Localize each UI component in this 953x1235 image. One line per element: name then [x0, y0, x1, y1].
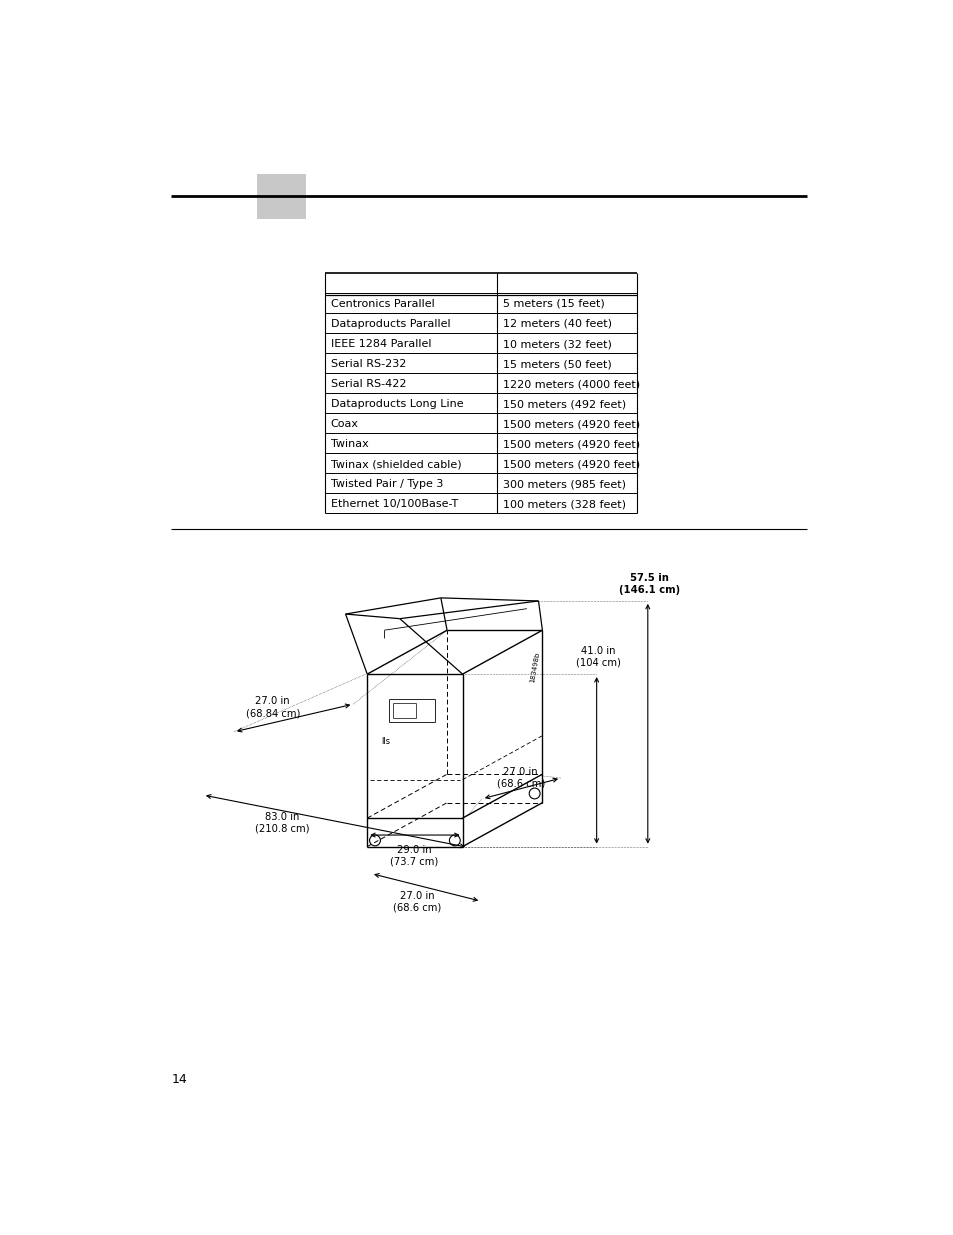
Text: Coax: Coax — [331, 419, 358, 429]
Text: 100 meters (328 feet): 100 meters (328 feet) — [502, 499, 625, 509]
Text: 27.0 in
(68.6 cm): 27.0 in (68.6 cm) — [497, 767, 544, 789]
Text: Twinax: Twinax — [331, 440, 368, 450]
Text: 150 meters (492 feet): 150 meters (492 feet) — [502, 399, 625, 409]
Text: 183498b: 183498b — [528, 651, 539, 683]
Text: Twisted Pair / Type 3: Twisted Pair / Type 3 — [331, 479, 443, 489]
Text: 1500 meters (4920 feet): 1500 meters (4920 feet) — [502, 419, 639, 429]
Text: 41.0 in
(104 cm): 41.0 in (104 cm) — [576, 646, 620, 668]
Text: 1500 meters (4920 feet): 1500 meters (4920 feet) — [502, 440, 639, 450]
Text: 27.0 in
(68.6 cm): 27.0 in (68.6 cm) — [393, 892, 441, 913]
Text: 10 meters (32 feet): 10 meters (32 feet) — [502, 340, 611, 350]
Text: 27.0 in
(68.84 cm): 27.0 in (68.84 cm) — [245, 697, 299, 718]
Text: Centronics Parallel: Centronics Parallel — [331, 299, 435, 309]
Text: 1500 meters (4920 feet): 1500 meters (4920 feet) — [502, 459, 639, 469]
Text: lls: lls — [381, 736, 390, 746]
Text: Dataproducts Parallel: Dataproducts Parallel — [331, 319, 450, 329]
Text: Serial RS-422: Serial RS-422 — [331, 379, 406, 389]
Text: IEEE 1284 Parallel: IEEE 1284 Parallel — [331, 340, 431, 350]
Text: 5 meters (15 feet): 5 meters (15 feet) — [502, 299, 604, 309]
Text: Serial RS-232: Serial RS-232 — [331, 359, 406, 369]
Text: 1220 meters (4000 feet): 1220 meters (4000 feet) — [502, 379, 639, 389]
Text: Twinax (shielded cable): Twinax (shielded cable) — [331, 459, 461, 469]
Bar — [257, 174, 306, 219]
Text: Dataproducts Long Line: Dataproducts Long Line — [331, 399, 463, 409]
Text: 300 meters (985 feet): 300 meters (985 feet) — [502, 479, 625, 489]
Text: 29.0 in
(73.7 cm): 29.0 in (73.7 cm) — [390, 845, 438, 867]
Text: 14: 14 — [171, 1073, 187, 1087]
Text: Ethernet 10/100Base-T: Ethernet 10/100Base-T — [331, 499, 457, 509]
Text: 15 meters (50 feet): 15 meters (50 feet) — [502, 359, 611, 369]
Text: 83.0 in
(210.8 cm): 83.0 in (210.8 cm) — [254, 811, 309, 834]
Text: 57.5 in
(146.1 cm): 57.5 in (146.1 cm) — [618, 573, 679, 595]
Text: 12 meters (40 feet): 12 meters (40 feet) — [502, 319, 611, 329]
